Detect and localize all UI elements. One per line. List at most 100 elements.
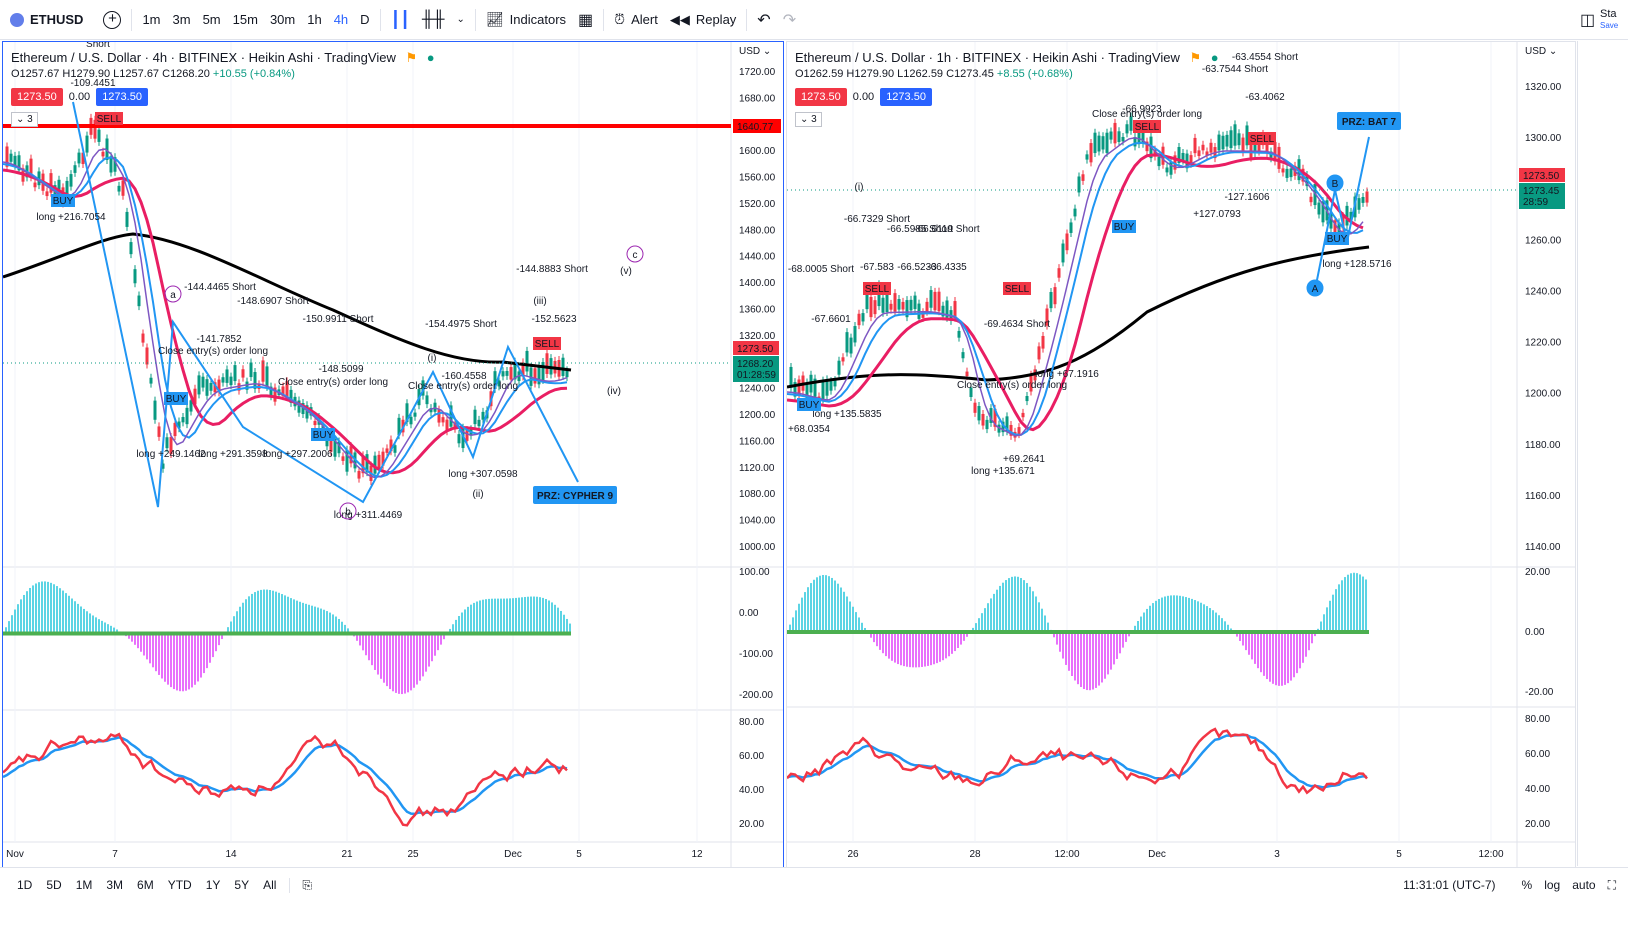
clock-time[interactable]: 11:31:01 (UTC-7) <box>1403 878 1496 892</box>
candle-body <box>313 420 317 426</box>
flag-icon[interactable]: ⚑ <box>1189 50 1202 65</box>
interval-4h[interactable]: 4h <box>333 12 349 27</box>
price-tick-label: 1320.00 <box>739 331 776 342</box>
candle-body <box>1177 147 1181 163</box>
strategy-annotation: -66.5985 Short <box>887 224 953 235</box>
interval-d[interactable]: D <box>360 12 370 27</box>
candle-body <box>533 368 537 384</box>
right-chart-pane[interactable]: USD ⌄1320.001300.001280.001260.001240.00… <box>786 41 1576 868</box>
candle-body <box>977 406 981 421</box>
candle-body <box>333 438 337 457</box>
chevron-down-icon[interactable]: ⌄ <box>456 14 465 25</box>
candle-body <box>281 386 285 397</box>
candle-body <box>53 185 57 201</box>
price-tick-label: 1680.00 <box>739 93 776 104</box>
candle-body <box>1029 374 1033 392</box>
candle-body <box>181 417 185 423</box>
strategy-annotation: -148.5099 <box>318 364 363 375</box>
log-toggle[interactable]: log <box>1544 878 1561 892</box>
candle-body <box>1097 135 1101 152</box>
wave-label-circle <box>339 502 357 520</box>
range-3m[interactable]: 3M <box>106 878 124 892</box>
redo-icon[interactable]: ↷ <box>782 11 797 29</box>
range-5d[interactable]: 5D <box>46 878 62 892</box>
candle-body <box>17 155 21 171</box>
date-range-icon[interactable]: ⎘ <box>289 878 319 893</box>
strategy-annotation: -141.7852 <box>196 334 241 345</box>
range-1y[interactable]: 1Y <box>205 878 221 892</box>
interval-5m[interactable]: 5m <box>202 12 221 27</box>
candle-body <box>189 400 193 412</box>
last-price-label: 1273.50 <box>1523 171 1560 182</box>
strategy-annotation: SELL <box>1250 134 1275 145</box>
candle-body <box>829 381 833 391</box>
candle-body <box>1309 196 1313 203</box>
left-chart-pane[interactable]: USD ⌄1720.001680.001640.001600.001560.00… <box>2 41 784 868</box>
save-button[interactable]: Sta Save <box>1600 0 1618 40</box>
interval-30m[interactable]: 30m <box>269 12 296 27</box>
fullscreen-icon[interactable]: ⛶ <box>1607 878 1616 892</box>
candle-body <box>989 408 993 423</box>
flag-icon[interactable]: ⚑ <box>405 50 418 65</box>
strategy-annotation: -66.4335 <box>927 262 967 273</box>
candle-body <box>81 152 85 165</box>
bar-style-icon[interactable]: ┃┃ <box>390 11 410 29</box>
compare-add-icon[interactable]: + <box>97 0 127 40</box>
range-all[interactable]: All <box>263 878 277 892</box>
rsi-signal-line <box>787 733 1368 789</box>
layout-grid-icon[interactable]: ▦ <box>578 11 594 29</box>
range-5y[interactable]: 5Y <box>234 878 250 892</box>
indicator-toggle[interactable]: ⌄ 3 <box>11 112 38 127</box>
candle-body <box>345 449 349 472</box>
candle-body <box>545 353 549 374</box>
indicators-button[interactable]: 📈︎ Indicators <box>480 0 572 40</box>
alert-button[interactable]: ⏰︎ Alert <box>608 0 664 40</box>
indicator-toggle[interactable]: ⌄ 3 <box>795 112 822 127</box>
candle-body <box>1093 132 1097 154</box>
range-ytd[interactable]: YTD <box>167 878 192 892</box>
strategy-annotation: long +291.3598 <box>198 449 268 460</box>
candle-body <box>1181 152 1185 161</box>
range-1m[interactable]: 1M <box>75 878 93 892</box>
candle-body <box>961 352 965 359</box>
candle-body <box>1049 291 1053 309</box>
interval-1m[interactable]: 1m <box>142 12 161 27</box>
strategy-annotation: -63.7544 Short <box>1202 64 1268 75</box>
left-chart-canvas[interactable]: USD ⌄1720.001680.001640.001600.001560.00… <box>3 42 784 868</box>
harmonic-pattern-line <box>72 101 579 508</box>
sell-price-badge[interactable]: 1273.50 <box>11 88 63 106</box>
candle-body <box>1105 132 1109 153</box>
interval-15m[interactable]: 15m <box>232 12 258 27</box>
indicators-icon: 📈︎ <box>485 11 504 27</box>
buy-price-badge[interactable]: 1273.50 <box>880 88 932 106</box>
interval-1h[interactable]: 1h <box>307 12 322 27</box>
candle-body <box>1249 141 1253 158</box>
symbol-search[interactable]: ETHUSD <box>0 0 89 40</box>
sell-price-badge[interactable]: 1273.50 <box>795 88 847 106</box>
candle-body <box>445 419 449 432</box>
candle-body <box>305 405 309 419</box>
right-chart-canvas[interactable]: USD ⌄1320.001300.001280.001260.001240.00… <box>787 42 1576 868</box>
undo-icon[interactable]: ↶ <box>757 11 771 29</box>
range-1d[interactable]: 1D <box>17 878 33 892</box>
panel-layout-icon[interactable]: ◫ <box>1580 11 1596 29</box>
strategy-annotation: +127.0793 <box>1193 209 1241 220</box>
strategy-annotation: -154.4975 Short <box>425 319 497 330</box>
range-6m[interactable]: 6M <box>137 878 154 892</box>
replay-button[interactable]: ◀◀ Replay <box>664 0 742 40</box>
candle-body <box>561 357 565 376</box>
time-tick-label: 7 <box>112 849 118 860</box>
price-tick-label: 1040.00 <box>739 516 776 527</box>
candle-body <box>409 416 413 425</box>
interval-3m[interactable]: 3m <box>172 12 191 27</box>
auto-toggle[interactable]: auto <box>1572 878 1596 892</box>
candle-body <box>901 301 905 310</box>
percent-toggle[interactable]: % <box>1521 878 1533 892</box>
last-price-tag <box>1519 168 1565 182</box>
buy-price-badge[interactable]: 1273.50 <box>96 88 148 106</box>
strategy-annotation: -66.7329 Short <box>844 214 910 225</box>
candle-style-icon[interactable]: ╫╫ <box>421 10 445 28</box>
wave-label-circle <box>1306 279 1324 297</box>
candle-body <box>565 370 569 378</box>
wave-label: A <box>1312 284 1319 295</box>
